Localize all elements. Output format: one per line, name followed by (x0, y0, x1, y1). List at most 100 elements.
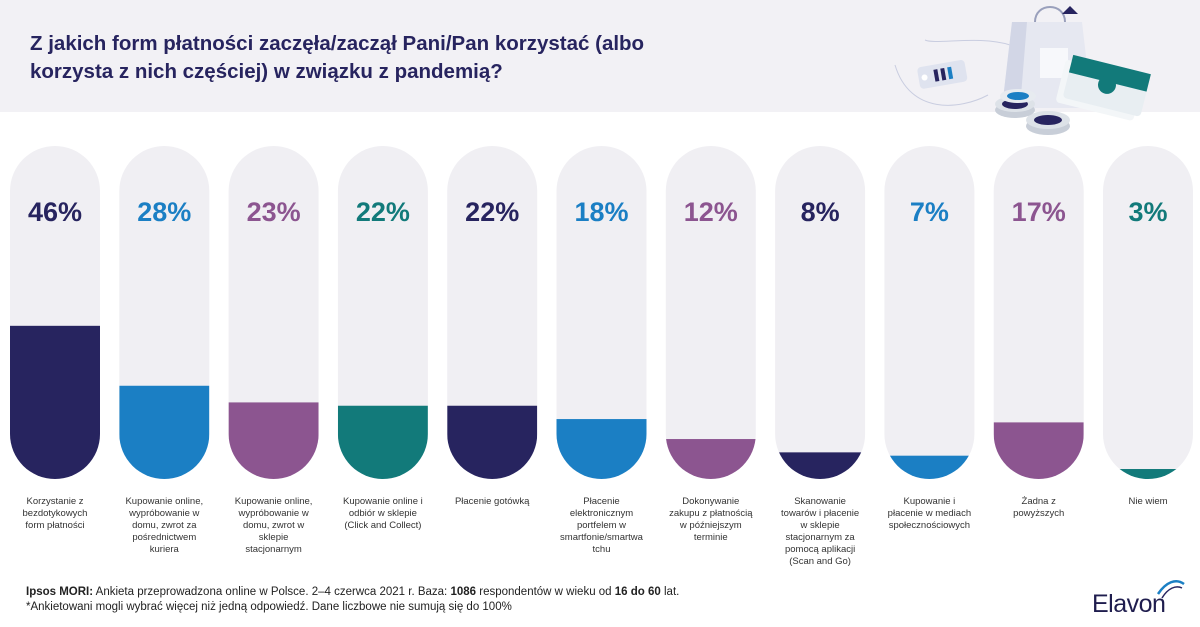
category-label-line: form płatności (25, 520, 85, 531)
age-range: 16 do 60 (614, 586, 661, 598)
value-label: 7% (910, 197, 949, 227)
value-label: 8% (801, 197, 840, 227)
category-label-line: elektronicznym (569, 508, 634, 519)
chart-title-line-1: Z jakich form płatności zaczęła/zaczął P… (30, 32, 645, 55)
bar (556, 419, 647, 479)
category-label-line: domu, zwrot za (132, 520, 197, 531)
category-label-line: zakupu z płatnością (669, 508, 753, 519)
category-label-line: Nie wiem (1128, 496, 1168, 507)
value-label: 12% (684, 197, 738, 227)
footer: Ipsos MORI: Ankieta przeprowadzona onlin… (26, 585, 1026, 615)
elavon-logo: Elavon (1092, 578, 1188, 618)
bar-track (993, 146, 1084, 479)
category-label: Skanowanie towarów i płacenie w sklepie sta… (768, 496, 872, 568)
value-label: 28% (137, 197, 191, 227)
category-label: Kupowanie online, wypróbowanie w domu, zwr… (112, 496, 216, 556)
category-label-line: społecznościowych (888, 520, 971, 531)
category-label: Żadna z powyższych (987, 496, 1091, 520)
category-label-line: w późniejszym (679, 520, 742, 531)
category-label-line: płacenie w mediach (887, 508, 972, 519)
category-label-line: Korzystanie z (26, 496, 84, 507)
bar (228, 402, 319, 479)
category-label-line: portfelem w (576, 520, 627, 531)
source-line: Ipsos MORI: Ankieta przeprowadzona onlin… (26, 585, 1026, 600)
footnote: *Ankietowani mogli wybrać więcej niż jed… (26, 601, 512, 613)
category-label-line: pośrednictwem (132, 532, 197, 543)
bar-group: 46% 28% 23% 22% 22% 18% 12% 8% 7% 17% 3% (10, 146, 1193, 479)
bar (119, 385, 210, 479)
base-count: 1086 (450, 586, 477, 598)
value-label: 46% (28, 197, 82, 227)
category-label: Kupowanie online, wypróbowanie w domu, zwr… (222, 496, 326, 556)
category-label-line: tchu (592, 544, 611, 555)
shopping-bag-illustration (894, 6, 1151, 135)
category-label-line: (Click and Collect) (344, 520, 422, 531)
value-label: 22% (465, 197, 519, 227)
category-label: Kupowanie online i odbiór w sklepie (Click… (331, 496, 435, 532)
category-label-line: kuriera (149, 544, 179, 555)
category-label: Nie wiem (1096, 496, 1200, 508)
category-label-line: bezdotykowych (22, 508, 88, 519)
category-label-line: powyższych (1013, 508, 1065, 519)
category-label-line: Kupowanie online i (343, 496, 423, 507)
category-label: Płacenie elektronicznym portfelem w smartfo… (550, 496, 654, 556)
category-label-line: Płacenie gotówką (454, 496, 530, 507)
source-text-2: respondentów w wieku od (476, 586, 615, 598)
bar (775, 452, 866, 479)
category-label-line: pomocą aplikacji (784, 544, 856, 555)
category-label-line: Skanowanie (794, 496, 846, 507)
category-label-line: Żadna z (1021, 496, 1056, 507)
value-label: 18% (574, 197, 628, 227)
chart-title: Z jakich form płatności zaczęła/zaczął P… (30, 30, 730, 86)
category-label-line: Kupowanie i (903, 496, 956, 507)
bar (993, 422, 1084, 479)
category-label: Dokonywanie zakupu z płatnością w późniejs… (659, 496, 763, 544)
category-label: Korzystanie z bezdotykowych form płatności (3, 496, 107, 532)
bar (884, 455, 975, 479)
bar (447, 405, 538, 479)
category-label-line: wypróbowanie w (129, 508, 200, 519)
value-label: 22% (356, 197, 410, 227)
bar-track (228, 146, 319, 479)
logo-swoosh-icon (1156, 580, 1185, 599)
bar-track (556, 146, 647, 479)
category-label-line: stacjonarnym (245, 544, 302, 555)
logo-wordmark: Elavon (1092, 590, 1166, 618)
category-label-line: (Scan and Go) (789, 556, 851, 567)
category-label: Kupowanie i płacenie w mediach społecznośc… (877, 496, 981, 532)
category-label-line: domu, zwrot w (242, 520, 305, 531)
bar-track (447, 146, 538, 479)
category-label-line: Dokonywanie (682, 496, 740, 507)
category-label-line: towarów i płacenie (781, 508, 860, 519)
source-text-3: lat. (660, 586, 680, 598)
source-text-1: Ankieta przeprowadzona online w Polsce. … (93, 586, 451, 598)
chart-title-line-2: korzysta z nich częściej) w związku z pa… (30, 60, 503, 83)
category-label-line: sklepie (258, 532, 289, 543)
bar-chart: 46% 28% 23% 22% 22% 18% 12% 8% 7% 17% 3% (10, 146, 1193, 479)
header-band: Z jakich form płatności zaczęła/zaczął P… (0, 0, 1200, 112)
bar (1103, 469, 1193, 479)
category-label-line: terminie (693, 532, 728, 543)
source-label: Ipsos MORI: (26, 586, 94, 598)
category-labels: Korzystanie z bezdotykowych form płatności… (0, 496, 1200, 576)
category-label-line: Kupowanie online, (125, 496, 204, 507)
bar (665, 439, 756, 479)
category-label: Płacenie gotówką (440, 496, 544, 508)
value-label: 17% (1012, 197, 1066, 227)
category-label-line: w sklepie (800, 520, 840, 531)
category-label-line: wypróbowanie w (238, 508, 309, 519)
bar-track (337, 146, 428, 479)
category-label-line: Płacenie (583, 496, 620, 507)
value-label: 3% (1128, 197, 1167, 227)
bar (10, 325, 100, 479)
category-label-line: stacjonarnym za (785, 532, 855, 543)
category-label-line: smartfonie/smartwa (560, 532, 643, 543)
bar-track (775, 146, 866, 479)
value-label: 23% (247, 197, 301, 227)
bar-track (884, 146, 975, 479)
bar-track (665, 146, 756, 479)
category-label-line: Kupowanie online, (234, 496, 313, 507)
category-label-line: odbiór w sklepie (348, 508, 417, 519)
bar (337, 405, 428, 479)
bar-track (1103, 146, 1193, 479)
